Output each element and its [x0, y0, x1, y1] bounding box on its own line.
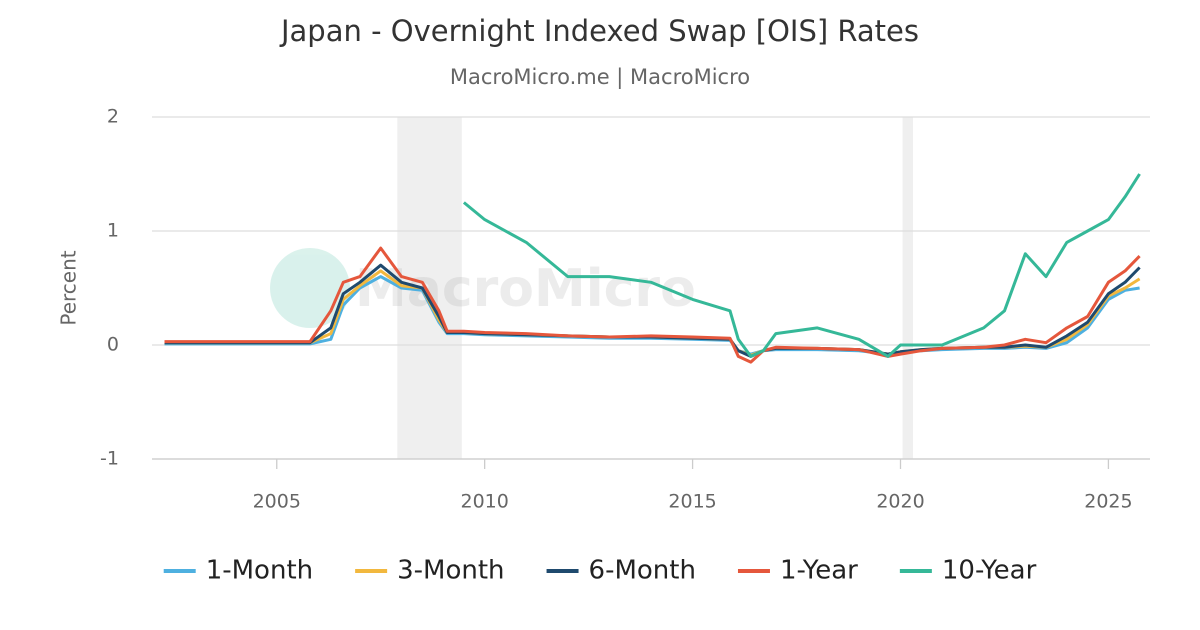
- x-tick-label: 2010: [460, 491, 508, 513]
- legend-item: 10-Year: [899, 556, 1037, 586]
- y-tick-label: 0: [107, 334, 119, 356]
- legend-label: 1-Year: [780, 556, 858, 586]
- chart-title: Japan - Overnight Indexed Swap [OIS] Rat…: [279, 14, 919, 48]
- legend-label: 6-Month: [589, 556, 696, 586]
- legend-label: 10-Year: [942, 556, 1037, 586]
- y-tick-label: 2: [107, 106, 119, 128]
- x-tick-label: 2005: [253, 491, 301, 513]
- y-axis-label: Percent: [57, 250, 81, 325]
- legend-item: 1-Year: [737, 556, 858, 586]
- series-line: [164, 246, 1141, 364]
- x-tick-label: 2015: [668, 491, 716, 513]
- y-tick-label: 1: [107, 220, 119, 242]
- watermark-logo: [270, 248, 350, 328]
- legend-item: 3-Month: [355, 556, 505, 586]
- chart-subtitle: MacroMicro.me | MacroMicro: [450, 65, 750, 90]
- legend-label: 1-Month: [206, 556, 313, 586]
- recession-band: [902, 117, 913, 459]
- watermark: MacroMicro: [270, 248, 696, 328]
- legend: 1-Month 3-Month 6-Month 1-Year 10-Year: [163, 556, 1037, 586]
- legend-item: 6-Month: [546, 556, 696, 586]
- x-tick-label: 2025: [1084, 491, 1132, 513]
- legend-item: 1-Month: [163, 556, 313, 586]
- legend-label: 3-Month: [397, 556, 504, 586]
- x-tick-label: 2020: [876, 491, 924, 513]
- y-tick-label: -1: [100, 448, 119, 470]
- series-line: [462, 173, 1141, 358]
